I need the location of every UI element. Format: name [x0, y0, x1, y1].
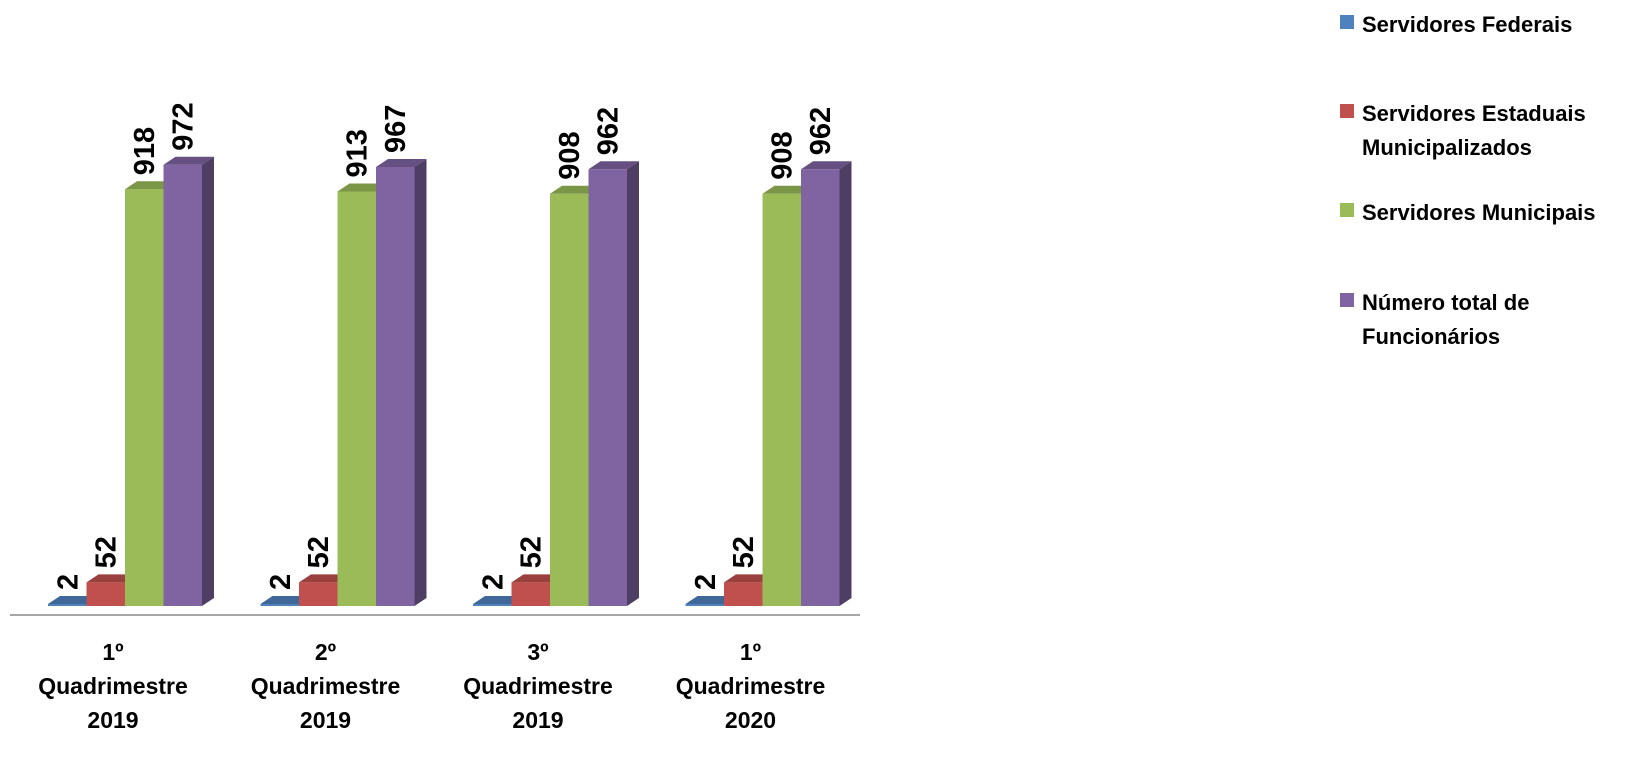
legend-item-servidores-federais: Servidores Federais	[1340, 8, 1572, 42]
data-label: 52	[91, 536, 123, 568]
bar	[376, 166, 415, 606]
bar	[163, 164, 202, 606]
legend-swatch	[1340, 203, 1354, 217]
bar-top	[299, 574, 350, 583]
legend-item-servidores-municipais: Servidores Municipais	[1340, 196, 1596, 230]
legend-label: Servidores Municipais	[1362, 200, 1596, 225]
legend-swatch	[1340, 104, 1354, 118]
bar-top	[48, 596, 99, 604]
category-label: 2º Quadrimestre 2019	[251, 639, 401, 733]
bar	[48, 604, 87, 606]
legend-item-numero-total: Número total de Funcionários	[1340, 286, 1529, 354]
bar-top	[550, 185, 601, 194]
bar-top	[801, 161, 852, 170]
bar-side	[414, 158, 427, 606]
bar-top	[125, 181, 176, 190]
bar	[762, 193, 801, 606]
bar	[86, 582, 125, 606]
legend-item-servidores-estaduais: Servidores Estaduais Municipalizados	[1340, 97, 1586, 165]
legend-swatch	[1340, 293, 1354, 307]
data-label: 913	[342, 129, 374, 177]
legend-label: Servidores Estaduais Municipalizados	[1362, 101, 1586, 160]
bar	[260, 604, 299, 606]
category-label: 3º Quadrimestre 2019	[463, 639, 613, 733]
data-label: 2	[690, 574, 722, 590]
data-label: 962	[805, 107, 837, 155]
bar-top	[724, 574, 775, 583]
data-label: 908	[554, 131, 586, 179]
legend-label: Servidores Federais	[1362, 12, 1573, 37]
bar-side	[839, 161, 852, 606]
bar-top	[588, 161, 639, 170]
bar-top	[163, 156, 214, 165]
data-label: 52	[303, 536, 335, 568]
data-label: 2	[477, 574, 509, 590]
bar	[473, 604, 512, 606]
bar	[337, 191, 376, 607]
bar	[588, 169, 627, 606]
bar-side	[202, 156, 214, 606]
bar	[125, 189, 164, 606]
data-label: 972	[168, 102, 200, 150]
category-label: 1º Quadrimestre 2019	[38, 639, 188, 733]
bar-top	[376, 158, 427, 167]
data-label: 2	[265, 574, 297, 590]
data-label: 962	[593, 107, 625, 155]
bar	[685, 604, 724, 606]
data-label: 908	[767, 131, 799, 179]
bar-top	[260, 596, 311, 604]
bar-top	[473, 596, 524, 604]
bar	[724, 582, 763, 606]
data-label: 52	[728, 536, 760, 568]
bar	[511, 582, 550, 606]
category-label: 1º Quadrimestre 2020	[676, 639, 826, 733]
data-label: 918	[129, 127, 161, 175]
bar	[550, 193, 589, 606]
data-label: 52	[516, 536, 548, 568]
data-label: 2	[52, 574, 84, 590]
legend-label: Número total de Funcionários	[1362, 290, 1530, 349]
data-label: 967	[380, 105, 412, 153]
bar-top	[86, 574, 137, 583]
legend-swatch	[1340, 15, 1354, 29]
bar-top	[511, 574, 562, 583]
bar	[801, 169, 840, 606]
bar-side	[627, 161, 639, 606]
bar-top	[762, 185, 813, 194]
bar	[299, 582, 338, 606]
bar-top	[685, 596, 736, 604]
bar-top	[337, 183, 388, 192]
